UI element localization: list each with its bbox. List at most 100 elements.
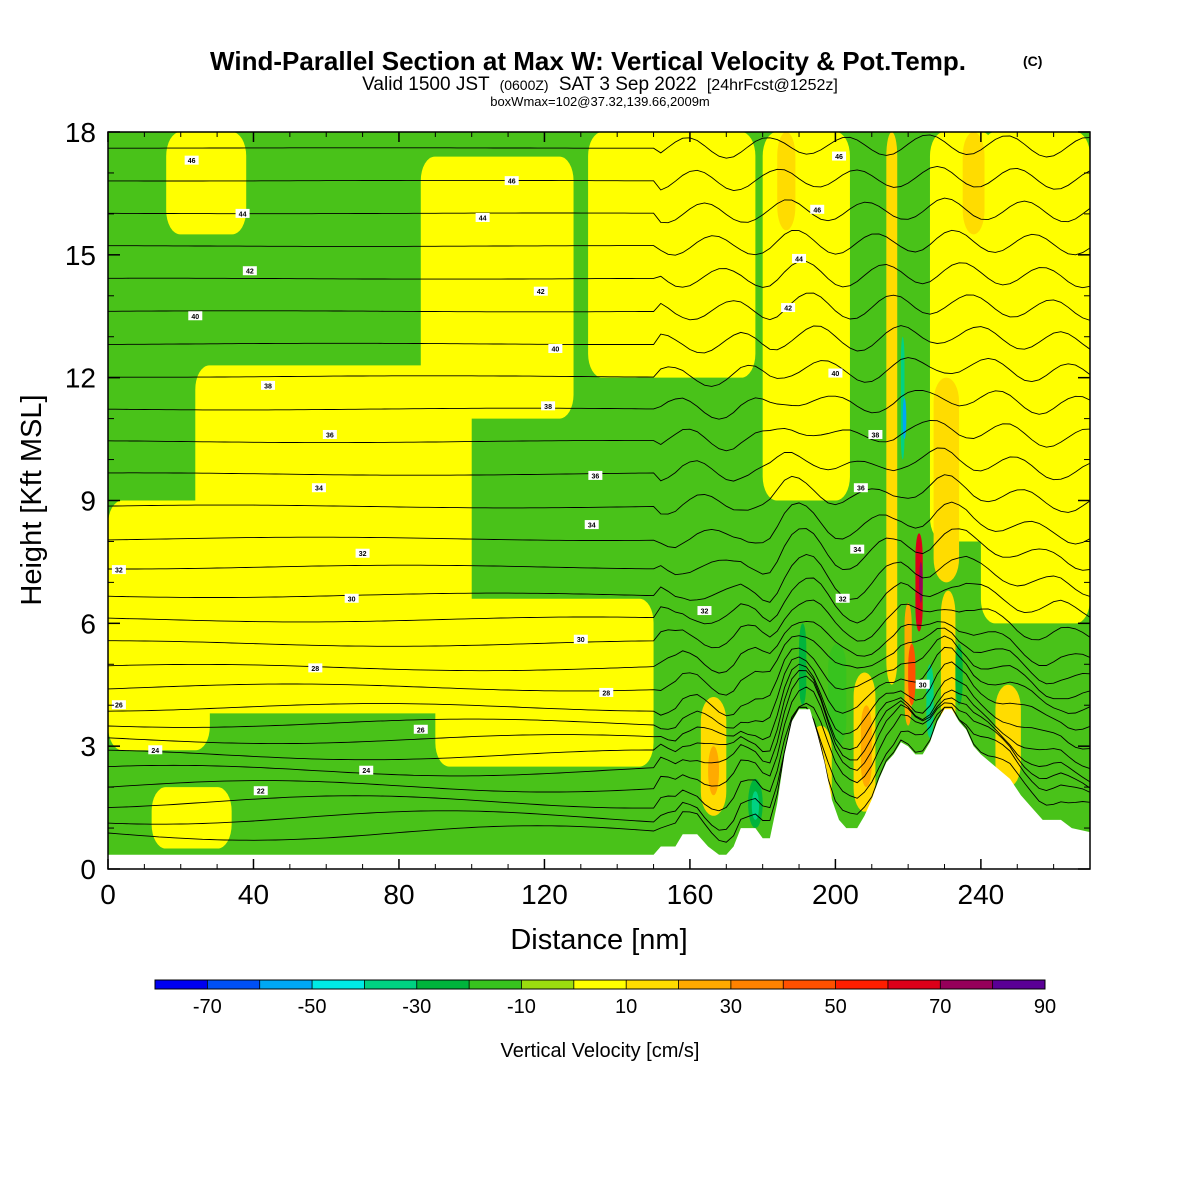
contour-label-bg bbox=[810, 204, 825, 214]
x-tick-label: 120 bbox=[521, 879, 568, 910]
contour-label-bg bbox=[311, 483, 326, 493]
contour-label-bg bbox=[792, 253, 807, 263]
colorbar-swatch bbox=[155, 980, 208, 989]
w-region-18 bbox=[940, 590, 956, 738]
theta-contour-5 bbox=[108, 670, 1090, 761]
contour-label: 24 bbox=[359, 765, 374, 775]
contour-label-bg bbox=[148, 745, 163, 755]
contour-label: 34 bbox=[311, 483, 326, 493]
contour-label-text: 44 bbox=[239, 211, 247, 218]
theta-contour-11 bbox=[108, 599, 1090, 649]
contour-label: 28 bbox=[599, 687, 614, 697]
theta-contour-15 bbox=[108, 501, 1090, 549]
plot-area: 26 24 22 24 26 28 30 32 32 34 36 38 40 42 44 46 46 44 42 40… bbox=[108, 132, 1090, 869]
w-region-2 bbox=[435, 598, 654, 767]
contour-label-bg bbox=[413, 724, 428, 734]
contour-label: 38 bbox=[261, 380, 276, 390]
colorbar-swatch bbox=[940, 980, 994, 989]
contour-label-text: 44 bbox=[479, 215, 487, 222]
contour-label-text: 28 bbox=[311, 666, 319, 673]
contour-label-bg bbox=[541, 401, 556, 411]
contour-label-text: 42 bbox=[537, 289, 545, 296]
contour-label-text: 24 bbox=[362, 768, 370, 775]
w-region-14 bbox=[962, 132, 985, 235]
colorbar-label: 90 bbox=[1034, 996, 1056, 1018]
contour-label: 46 bbox=[184, 155, 199, 165]
w-region-0 bbox=[108, 500, 210, 751]
contour-label-text: 26 bbox=[115, 703, 123, 710]
contour-label: 34 bbox=[584, 520, 599, 530]
w-region-9 bbox=[762, 132, 850, 501]
contour-label-text: 30 bbox=[919, 682, 927, 689]
contour-label-bg bbox=[588, 470, 603, 480]
contour-label-bg bbox=[781, 303, 796, 313]
theta-contour-1 bbox=[108, 706, 1090, 831]
colorbar-swatch bbox=[207, 980, 261, 989]
contour-label-text: 46 bbox=[835, 154, 843, 161]
contour-label: 46 bbox=[504, 176, 519, 186]
contour-label: 22 bbox=[253, 786, 268, 796]
contour-label-bg bbox=[242, 266, 257, 276]
contour-label-text: 34 bbox=[315, 486, 323, 493]
contour-label-text: 30 bbox=[577, 637, 585, 644]
x-tick-label: 80 bbox=[383, 879, 414, 910]
contour-label-text: 32 bbox=[359, 551, 367, 558]
colorbar-swatch bbox=[730, 980, 784, 989]
y-tick-label: 12 bbox=[65, 363, 96, 394]
theta-contour-19 bbox=[108, 389, 1090, 420]
contour-label-bg bbox=[235, 208, 250, 218]
contour-label: 44 bbox=[235, 208, 250, 218]
w-region-12 bbox=[886, 132, 898, 685]
contour-label-text: 42 bbox=[246, 269, 254, 276]
theta-contour-13 bbox=[108, 554, 1090, 603]
contour-label: 40 bbox=[188, 311, 203, 321]
theta-contour-22 bbox=[108, 292, 1090, 321]
colorbar-swatch bbox=[992, 980, 1046, 989]
theta-contour-0 bbox=[108, 706, 1090, 843]
colorbar: -70 -50 -30 -10 10 30 50 70 90 bbox=[154, 979, 1056, 1018]
x-axis-label: Distance [nm] bbox=[510, 924, 687, 956]
contour-label-text: 32 bbox=[115, 568, 123, 575]
w-region-32 bbox=[955, 643, 963, 706]
contour-label: 40 bbox=[828, 368, 843, 378]
theta-contour-26 bbox=[108, 165, 1090, 192]
contour-label-bg bbox=[832, 151, 847, 161]
colorbar-label: 70 bbox=[929, 996, 951, 1018]
contour-label: 28 bbox=[308, 663, 323, 673]
y-tick-label: 6 bbox=[80, 608, 96, 639]
y-tick-label: 9 bbox=[80, 486, 96, 517]
subtitle-date: SAT 3 Sep 2022 bbox=[559, 74, 697, 95]
theta-contour-23 bbox=[108, 260, 1090, 289]
contour-label-text: 46 bbox=[188, 158, 196, 165]
contour-label: 36 bbox=[853, 483, 868, 493]
x-tick-label: 240 bbox=[958, 879, 1005, 910]
contour-label-text: 34 bbox=[853, 547, 861, 554]
y-tick-label: 15 bbox=[65, 240, 96, 271]
chart-title-tag: (C) bbox=[1023, 53, 1042, 69]
colorbar-swatch bbox=[887, 980, 941, 989]
colorbar-label: -30 bbox=[402, 996, 431, 1018]
y-tick-label: 3 bbox=[80, 731, 96, 762]
w-region-3 bbox=[420, 156, 574, 419]
contour-label: 42 bbox=[781, 303, 796, 313]
contour-label-bg bbox=[344, 593, 359, 603]
subtitle-valid: Valid 1500 JST bbox=[362, 74, 490, 95]
theta-contour-10 bbox=[108, 620, 1090, 674]
contour-labels: 26 24 22 24 26 28 30 32 32 34 36 38 40 42 44 46 46 44 42 40… bbox=[111, 151, 930, 796]
theta-contour-3 bbox=[108, 686, 1090, 793]
contour-label-bg bbox=[853, 483, 868, 493]
contour-label: 30 bbox=[344, 593, 359, 603]
theta-contour-7 bbox=[108, 646, 1090, 730]
colorbar-swatch bbox=[573, 980, 627, 989]
contour-label-text: 22 bbox=[257, 789, 265, 796]
y-tick-label: 18 bbox=[65, 117, 96, 148]
theta-contour-9 bbox=[108, 627, 1090, 696]
contour-label: 44 bbox=[475, 212, 490, 222]
contour-label: 24 bbox=[148, 745, 163, 755]
contour-label-bg bbox=[359, 765, 374, 775]
w-region-5 bbox=[151, 787, 232, 849]
contour-label: 36 bbox=[588, 470, 603, 480]
contour-label-bg bbox=[308, 663, 323, 673]
contour-label-bg bbox=[533, 286, 548, 296]
contour-label: 42 bbox=[533, 286, 548, 296]
